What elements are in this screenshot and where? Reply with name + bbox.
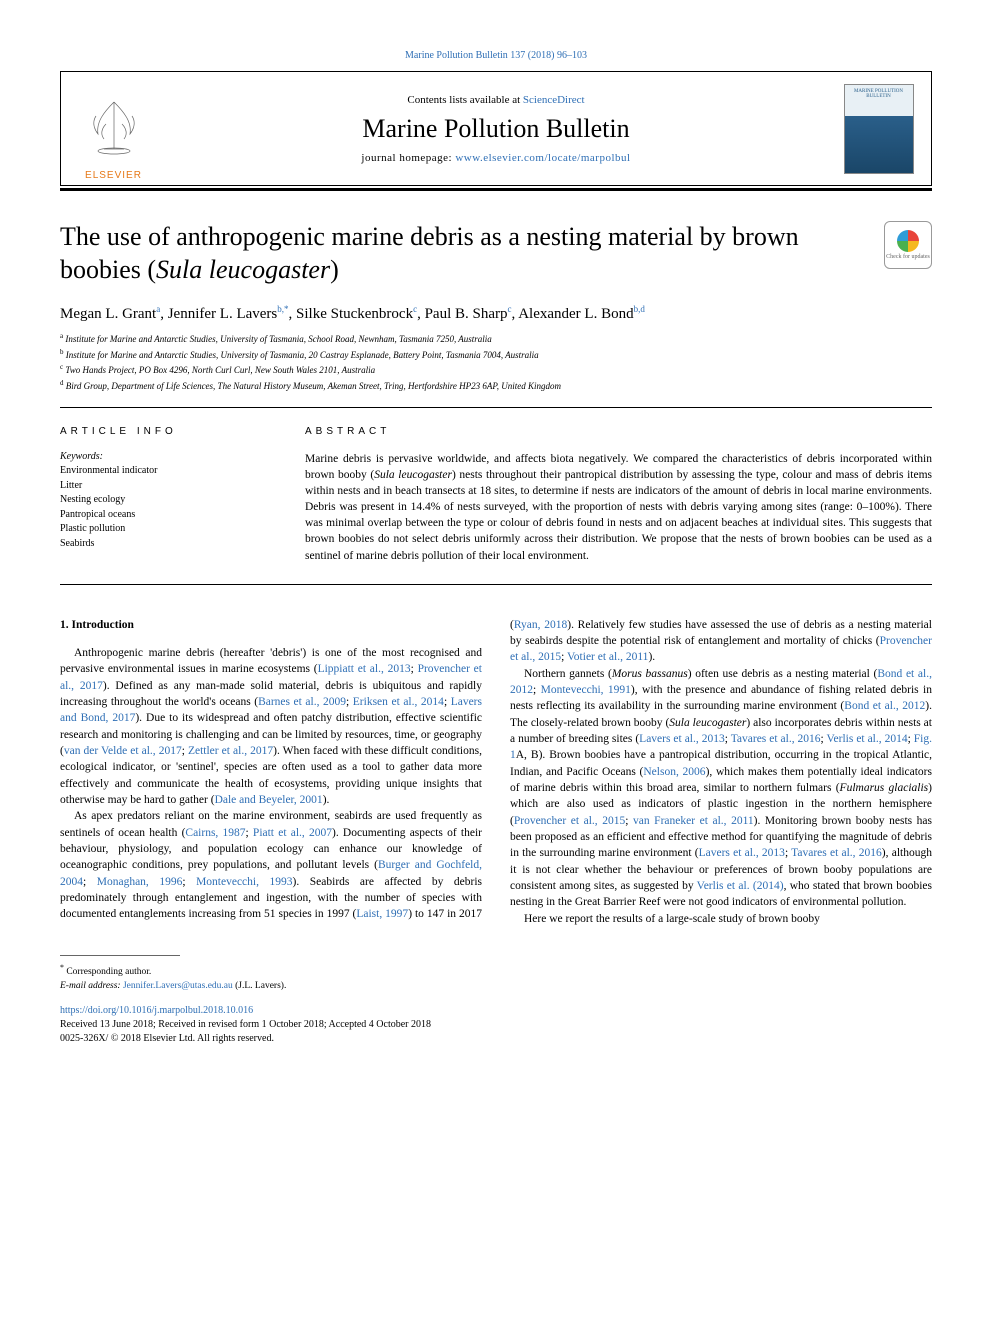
article-history: Received 13 June 2018; Received in revis… [60,1018,932,1032]
citation-link[interactable]: Montevecchi, 1991 [541,684,631,696]
doi-link[interactable]: https://doi.org/10.1016/j.marpolbul.2018… [60,1005,253,1016]
journal-cover-cell: MARINE POLLUTION BULLETIN [826,72,931,185]
citation-link[interactable]: Monaghan, 1996 [97,876,183,888]
keyword: Seabirds [60,537,275,552]
author: Jennifer L. Laversb,* [168,306,289,322]
journal-homepage-line: journal homepage: www.elsevier.com/locat… [361,152,630,164]
keywords-list: Environmental indicator Litter Nesting e… [60,464,275,551]
keyword: Pantropical oceans [60,508,275,523]
sciencedirect-link[interactable]: ScienceDirect [523,94,585,106]
journal-homepage-link[interactable]: www.elsevier.com/locate/marpolbul [455,152,630,164]
citation-link[interactable]: Verlis et al., 2014 [827,733,908,745]
body-paragraph: Here we report the results of a large-sc… [510,911,932,927]
header-underline-bar [60,188,932,191]
citation-link[interactable]: Tavares et al., 2016 [731,733,821,745]
keyword: Litter [60,479,275,494]
citation-text: Marine Pollution Bulletin 137 (2018) 96–… [405,50,587,61]
cover-thumb-title: MARINE POLLUTION BULLETIN [845,85,913,100]
citation-link[interactable]: Zettler et al., 2017 [188,745,273,757]
journal-name: Marine Pollution Bulletin [362,114,629,144]
citation-link[interactable]: Provencher et al., 2017 [60,663,482,691]
body-paragraph: Northern gannets (Morus bassanus) often … [510,666,932,911]
citation-link[interactable]: Dale and Beyeler, 2001 [215,794,323,806]
citation-link[interactable]: Piatt et al., 2007 [253,827,332,839]
citation-link[interactable]: Cairns, 1987 [185,827,245,839]
article-info-block: ARTICLE INFO Keywords: Environmental ind… [60,426,275,564]
authors-line: Megan L. Granta, Jennifer L. Laversb,*, … [60,304,932,323]
citation-link[interactable]: Montevecchi, 1993 [196,876,292,888]
body-paragraph: Anthropogenic marine debris (hereafter '… [60,645,482,808]
abstract-text: Marine debris is pervasive worldwide, an… [305,451,932,564]
footnotes-block: * Corresponding author. E-mail address: … [60,962,932,994]
citation-link[interactable]: Provencher et al., 2015 [514,815,625,827]
crossmark-label: Check for updates [886,254,930,260]
elsevier-tree-icon [84,94,144,164]
page-container: Marine Pollution Bulletin 137 (2018) 96–… [0,0,992,1086]
crossmark-badge[interactable]: Check for updates [884,221,932,269]
running-header: Marine Pollution Bulletin 137 (2018) 96–… [60,50,932,61]
contents-available-line: Contents lists available at ScienceDirec… [407,94,584,106]
abstract-block: ABSTRACT Marine debris is pervasive worl… [305,426,932,564]
citation-link[interactable]: Ryan, 2018 [514,619,567,631]
citation-link[interactable]: Lippiatt et al., 2013 [318,663,411,675]
email-link[interactable]: Jennifer.Lavers@utas.edu.au [123,981,233,991]
author: Silke Stuckenbrockc [296,306,417,322]
affiliation: c Two Hands Project, PO Box 4296, North … [60,362,932,378]
title-row: The use of anthropogenic marine debris a… [60,221,932,286]
citation-link[interactable]: van der Velde et al., 2017 [64,745,182,757]
info-abstract-row: ARTICLE INFO Keywords: Environmental ind… [60,408,932,584]
citation-link[interactable]: Bond et al., 2012 [844,700,925,712]
elsevier-logo: ELSEVIER [84,94,144,181]
body-two-columns: 1. Introduction Anthropogenic marine deb… [60,617,932,927]
author: Megan L. Granta [60,306,160,322]
abstract-heading: ABSTRACT [305,426,932,437]
keyword: Plastic pollution [60,522,275,537]
article-title: The use of anthropogenic marine debris a… [60,221,864,286]
citation-link[interactable]: Eriksen et al., 2014 [353,696,444,708]
citation-link[interactable]: van Franeker et al., 2011 [633,815,754,827]
citation-link[interactable]: Lavers et al., 2013 [699,847,785,859]
keyword: Environmental indicator [60,464,275,479]
affiliations-block: a Institute for Marine and Antarctic Stu… [60,331,932,393]
crossmark-icon [897,230,919,252]
journal-header-center: Contents lists available at ScienceDirec… [166,72,826,185]
citation-link[interactable]: Nelson, 2006 [643,766,705,778]
section-heading: 1. Introduction [60,617,482,633]
affiliation: b Institute for Marine and Antarctic Stu… [60,347,932,363]
journal-cover-thumbnail: MARINE POLLUTION BULLETIN [844,84,914,174]
author: Paul B. Sharpc [425,306,512,322]
elsevier-wordmark: ELSEVIER [84,170,144,181]
footnote-separator [60,955,180,956]
email-note: E-mail address: Jennifer.Lavers@utas.edu… [60,980,932,994]
corresponding-author-note: * Corresponding author. [60,962,932,980]
citation-link[interactable]: Laist, 1997 [356,908,408,920]
journal-header-box: ELSEVIER Contents lists available at Sci… [60,71,932,186]
citation-link[interactable]: Tavares et al., 2016 [791,847,882,859]
citation-link[interactable]: Barnes et al., 2009 [258,696,346,708]
divider [60,584,932,585]
affiliation: a Institute for Marine and Antarctic Stu… [60,331,932,347]
author: Alexander L. Bondb,d [518,306,645,322]
publisher-logo-cell: ELSEVIER [61,72,166,185]
citation-link[interactable]: Verlis et al. (2014) [697,880,784,892]
doi-history-block: https://doi.org/10.1016/j.marpolbul.2018… [60,1004,932,1046]
article-info-heading: ARTICLE INFO [60,426,275,437]
citation-link[interactable]: Votier et al., 2011 [567,651,648,663]
issn-copyright: 0025-326X/ © 2018 Elsevier Ltd. All righ… [60,1032,932,1046]
affiliation: d Bird Group, Department of Life Science… [60,378,932,394]
keyword: Nesting ecology [60,493,275,508]
citation-link[interactable]: Lavers et al., 2013 [639,733,725,745]
keywords-heading: Keywords: [60,451,275,462]
